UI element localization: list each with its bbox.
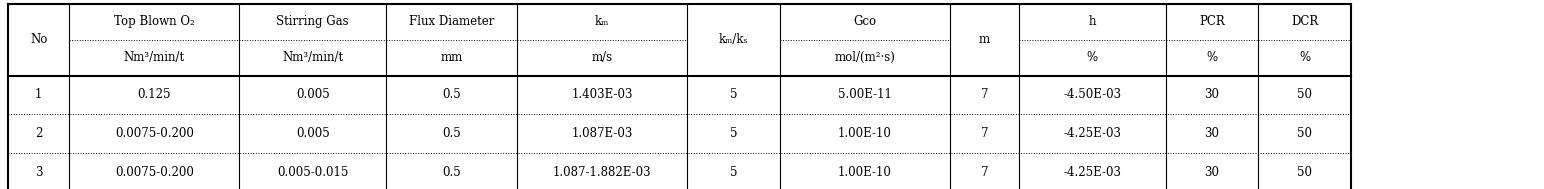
Text: 1.00E-10: 1.00E-10	[838, 127, 891, 140]
Text: No: No	[29, 33, 48, 46]
Text: Top Blown O₂: Top Blown O₂	[114, 15, 195, 28]
Text: m: m	[979, 33, 990, 46]
Text: 7: 7	[980, 166, 988, 179]
Text: 5.00E-11: 5.00E-11	[838, 88, 891, 101]
Text: kₘ/kₛ: kₘ/kₛ	[718, 33, 749, 46]
Text: -4.25E-03: -4.25E-03	[1064, 166, 1121, 179]
Text: 30: 30	[1204, 166, 1220, 179]
Text: 0.5: 0.5	[442, 88, 462, 101]
Text: Gco: Gco	[854, 15, 875, 28]
Text: 50: 50	[1297, 88, 1312, 101]
Text: 5: 5	[730, 127, 736, 140]
Text: PCR: PCR	[1200, 15, 1224, 28]
Text: kₘ: kₘ	[594, 15, 610, 28]
Text: 0.5: 0.5	[442, 127, 462, 140]
Text: 0.005: 0.005	[296, 127, 329, 140]
Text: DCR: DCR	[1291, 15, 1319, 28]
Text: Stirring Gas: Stirring Gas	[276, 15, 349, 28]
Text: 5: 5	[730, 88, 736, 101]
Text: 0.005-0.015: 0.005-0.015	[276, 166, 349, 179]
Text: Flux Diameter: Flux Diameter	[409, 15, 494, 28]
Text: Nm³/min/t: Nm³/min/t	[283, 51, 343, 64]
Text: 50: 50	[1297, 166, 1312, 179]
Text: 7: 7	[980, 88, 988, 101]
Text: %: %	[1087, 51, 1098, 64]
Text: -4.50E-03: -4.50E-03	[1064, 88, 1121, 101]
Text: 0.125: 0.125	[137, 88, 171, 101]
Text: 1.00E-10: 1.00E-10	[838, 166, 891, 179]
Text: 1.087-1.882E-03: 1.087-1.882E-03	[553, 166, 652, 179]
Text: mol/(m²·s): mol/(m²·s)	[834, 51, 896, 64]
Text: 0.005: 0.005	[296, 88, 329, 101]
Text: h: h	[1089, 15, 1096, 28]
Text: 0.0075-0.200: 0.0075-0.200	[114, 166, 195, 179]
Text: m/s: m/s	[591, 51, 613, 64]
Text: 3: 3	[36, 166, 42, 179]
Text: 1.087E-03: 1.087E-03	[571, 127, 633, 140]
Text: %: %	[1206, 51, 1218, 64]
Text: 50: 50	[1297, 127, 1312, 140]
Text: 2: 2	[36, 127, 42, 140]
Text: mm: mm	[440, 51, 463, 64]
Text: 0.5: 0.5	[442, 166, 462, 179]
Text: 7: 7	[980, 127, 988, 140]
Text: %: %	[1299, 51, 1311, 64]
Text: 0.0075-0.200: 0.0075-0.200	[114, 127, 195, 140]
Text: 1.403E-03: 1.403E-03	[571, 88, 633, 101]
Text: 30: 30	[1204, 127, 1220, 140]
Text: 5: 5	[730, 166, 736, 179]
Text: 30: 30	[1204, 88, 1220, 101]
Text: 1: 1	[36, 88, 42, 101]
Text: -4.25E-03: -4.25E-03	[1064, 127, 1121, 140]
Text: Nm³/min/t: Nm³/min/t	[124, 51, 185, 64]
